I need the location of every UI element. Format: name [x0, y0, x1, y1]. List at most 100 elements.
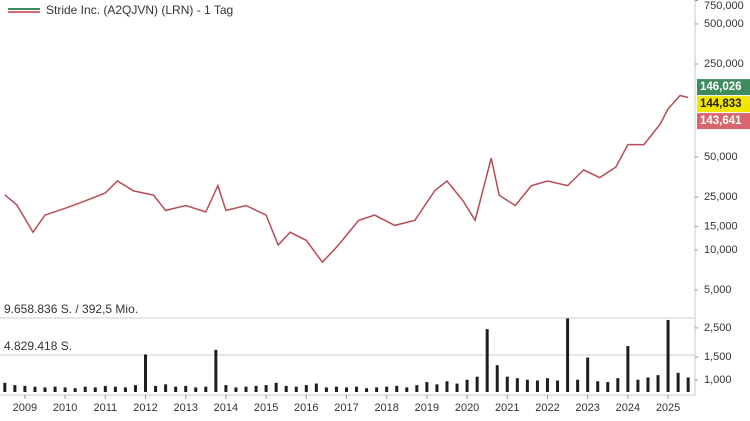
- volume-bar: [495, 365, 499, 392]
- y-tick-label: 250,000: [704, 58, 744, 70]
- volume-bar: [294, 386, 298, 392]
- x-tick-label: 2025: [656, 402, 680, 414]
- volume-bar: [375, 387, 379, 392]
- price-marker: [697, 96, 750, 113]
- x-tick-label: 2024: [616, 402, 640, 414]
- price-marker: [697, 113, 750, 130]
- volume-bar: [656, 375, 660, 392]
- volume-bar: [545, 378, 549, 392]
- volume-bar: [244, 386, 248, 392]
- x-tick-label: 2011: [93, 402, 117, 414]
- y2-tick-label: 2,500: [704, 322, 732, 334]
- volume-bar: [284, 385, 288, 392]
- volume-bar: [566, 318, 570, 392]
- y-tick-label: 15,000: [704, 220, 738, 232]
- volume-bar: [355, 386, 359, 392]
- x-tick-label: 2010: [53, 402, 77, 414]
- volume-bar: [274, 382, 278, 392]
- y-tick-label: 50,000: [704, 151, 738, 163]
- x-tick-label: 2009: [13, 402, 37, 414]
- volume-bar: [586, 357, 590, 392]
- volume-bar: [214, 349, 218, 392]
- volume-bar: [194, 387, 198, 392]
- x-tick-label: 2016: [294, 402, 318, 414]
- volume-bar: [596, 381, 600, 392]
- volume-bar: [63, 387, 67, 392]
- price-line: [4, 94, 689, 264]
- volume-bar: [606, 382, 610, 392]
- volume-bar: [13, 385, 17, 392]
- volume-bar: [254, 385, 258, 392]
- volume-bar: [485, 329, 489, 392]
- volume-bar: [133, 385, 137, 392]
- volume-bar: [184, 385, 188, 392]
- y-tick-label: 750,000: [704, 0, 744, 12]
- volume-bar: [33, 386, 37, 392]
- volume-bar: [73, 388, 77, 392]
- x-tick-label: 2018: [374, 402, 398, 414]
- x-tick-label: 2021: [495, 402, 519, 414]
- volume-bar: [445, 381, 449, 392]
- volume-bar: [616, 378, 620, 392]
- price-marker-label: 143,641: [700, 115, 742, 127]
- x-tick-label: 2019: [415, 402, 439, 414]
- volume-bar: [3, 382, 7, 392]
- volume-bar: [174, 386, 178, 392]
- volume-bar: [144, 354, 148, 392]
- volume-bar: [264, 385, 268, 392]
- x-tick-label: 2014: [214, 402, 238, 414]
- volume-bar: [475, 376, 479, 392]
- y2-tick-label: 1,000: [704, 374, 732, 386]
- volume-bar: [23, 385, 27, 392]
- x-tick-label: 2022: [535, 402, 559, 414]
- volume-bar: [576, 379, 580, 392]
- volume-bar: [123, 387, 127, 392]
- volume-bar: [344, 387, 348, 392]
- volume-bar: [525, 379, 529, 392]
- volume-bar: [154, 385, 158, 392]
- y2-tick-label: 1,500: [704, 351, 732, 363]
- volume-bar: [646, 377, 650, 392]
- y-tick-label: 5,000: [704, 284, 732, 296]
- x-tick-label: 2015: [254, 402, 278, 414]
- volume-bar: [324, 387, 328, 392]
- volume-bar: [686, 377, 690, 392]
- volume-tick-label: 4.829.418 S.: [4, 339, 72, 353]
- y-tick-label: 500,000: [704, 18, 744, 30]
- volume-bar: [53, 386, 57, 392]
- volume-tick-label: 9.658.836 S. / 392,5 Mio.: [4, 302, 138, 316]
- volume-bar: [626, 346, 630, 392]
- volume-bar: [676, 372, 680, 392]
- volume-bar: [505, 376, 509, 392]
- volume-bar: [405, 387, 409, 392]
- volume-bar: [164, 384, 168, 392]
- chart-title: Stride Inc. (A2QJVN) (LRN) - 1 Tag: [46, 3, 233, 17]
- volume-bar: [103, 385, 107, 392]
- price-marker-label: 146,026: [700, 81, 742, 93]
- volume-bar: [93, 387, 97, 392]
- volume-bar: [334, 386, 338, 392]
- volume-bar: [385, 386, 389, 392]
- volume-bar: [666, 319, 670, 392]
- volume-bar: [234, 387, 238, 392]
- volume-bar: [425, 382, 429, 392]
- y-tick-label: 10,000: [704, 244, 738, 256]
- volume-bar: [636, 379, 640, 392]
- volume-bar: [43, 387, 47, 392]
- x-tick-label: 2020: [455, 402, 479, 414]
- x-tick-label: 2017: [334, 402, 358, 414]
- volume-bar: [465, 379, 469, 392]
- volume-bar: [314, 383, 318, 392]
- volume-bar: [415, 385, 419, 392]
- volume-bar: [515, 378, 519, 392]
- volume-bar: [455, 383, 459, 392]
- volume-bar: [204, 386, 208, 392]
- price-marker: [697, 79, 750, 96]
- volume-bar: [556, 380, 560, 392]
- volume-bar: [224, 385, 228, 392]
- y-tick-label: 25,000: [704, 191, 738, 203]
- x-tick-label: 2012: [133, 402, 157, 414]
- volume-bar: [83, 386, 87, 392]
- x-tick-label: 2023: [575, 402, 599, 414]
